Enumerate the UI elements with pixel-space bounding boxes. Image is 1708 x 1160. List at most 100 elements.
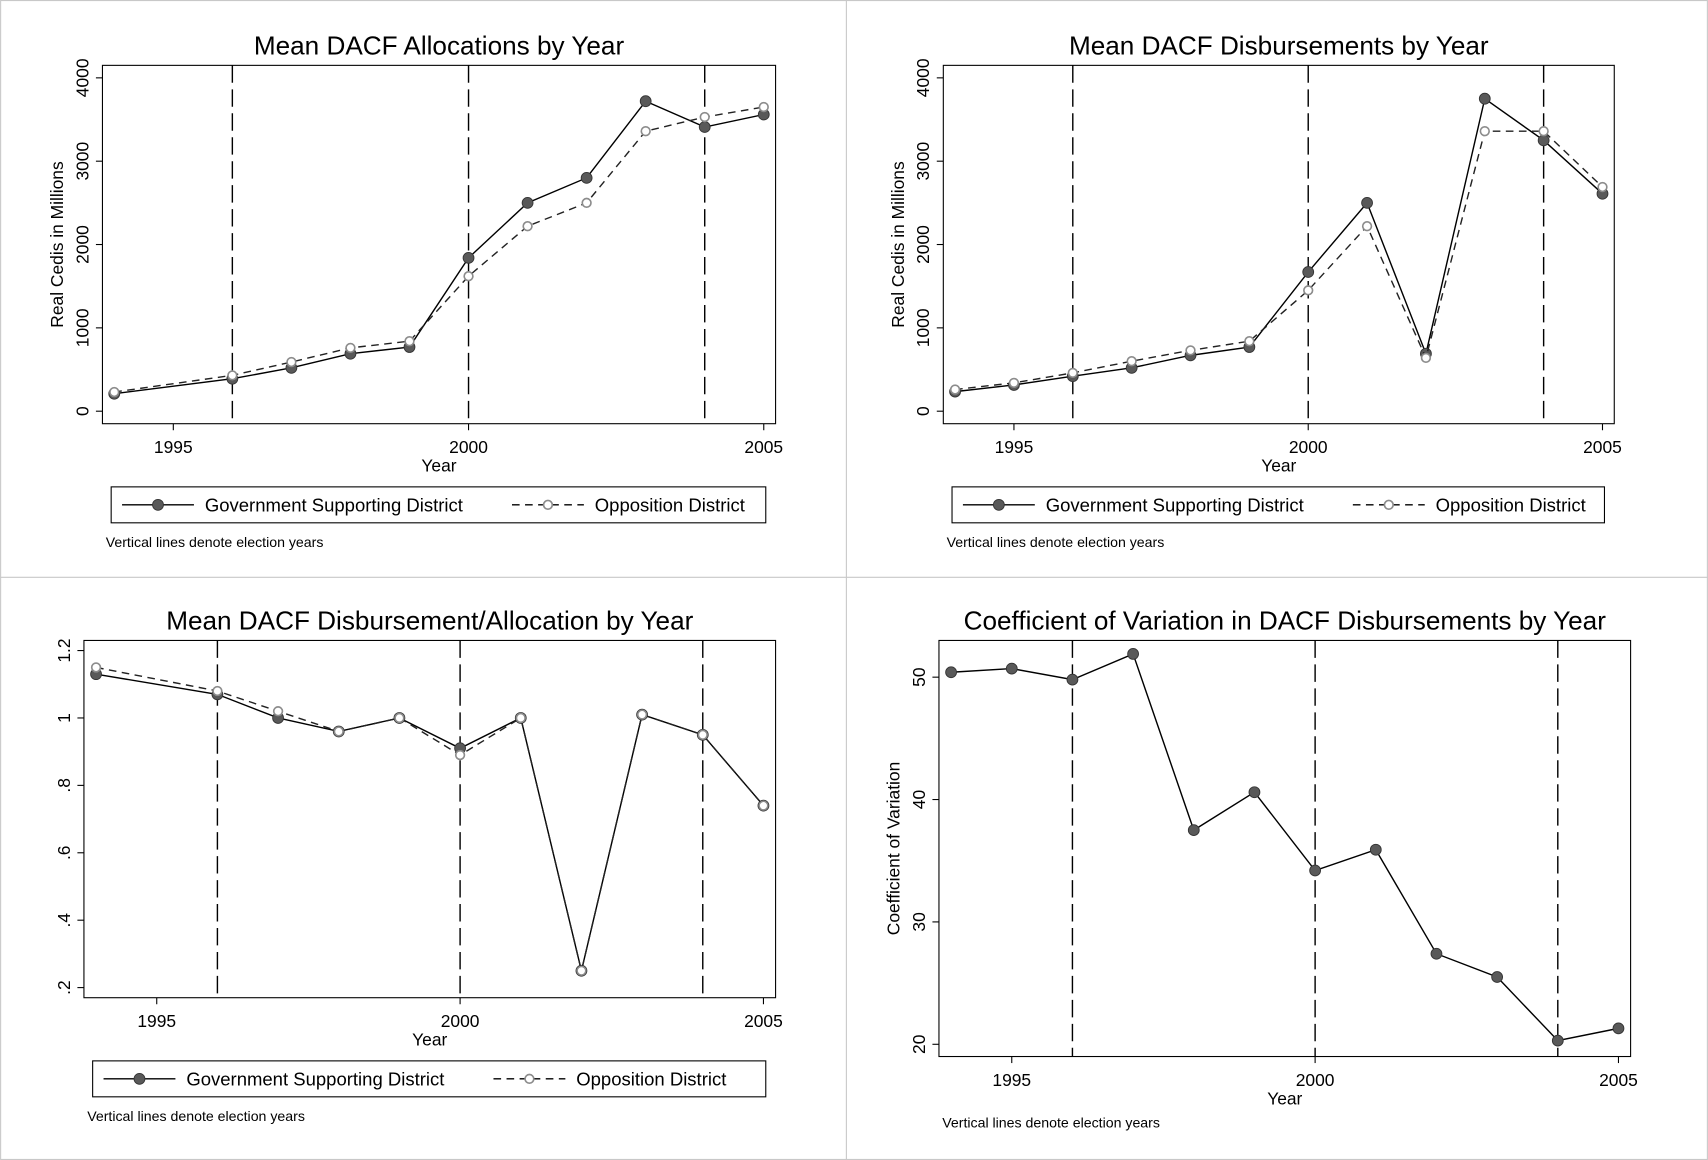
y-tick-label: 30 bbox=[909, 912, 929, 931]
legend-box bbox=[92, 1060, 767, 1098]
data-point bbox=[697, 729, 708, 740]
y-tick-label: 1000 bbox=[72, 308, 92, 347]
x-tick-label: 1995 bbox=[992, 1070, 1031, 1090]
legend-label: Government Supporting District bbox=[1046, 494, 1304, 515]
data-point bbox=[286, 356, 297, 368]
x-axis-title: Year bbox=[421, 456, 456, 476]
data-point bbox=[1187, 824, 1200, 837]
data-point bbox=[272, 706, 284, 717]
note: Vertical lines denote election years bbox=[942, 1114, 1160, 1130]
x-tick-label: 1995 bbox=[995, 437, 1034, 457]
data-point bbox=[1185, 345, 1196, 356]
x-axis-title: Year bbox=[1261, 456, 1296, 476]
x-tick-label: 2000 bbox=[449, 437, 488, 457]
panel: Mean DACF Allocations by Year Real Cedis … bbox=[47, 30, 783, 549]
y-tick-label: .2 bbox=[54, 980, 74, 995]
data-point bbox=[1302, 266, 1315, 278]
data-point bbox=[1430, 947, 1443, 960]
y-tick-label: 20 bbox=[909, 1035, 929, 1054]
legend-label: Government Supporting District bbox=[186, 1068, 444, 1089]
legend-label: Opposition District bbox=[595, 494, 745, 515]
y-tick-label: 4000 bbox=[72, 58, 92, 97]
chart-title: Mean DACF Disbursement/Allocation by Yea… bbox=[166, 606, 693, 636]
data-point bbox=[949, 384, 961, 395]
data-point bbox=[1066, 673, 1079, 686]
data-point bbox=[1005, 662, 1018, 675]
data-point bbox=[1551, 1034, 1564, 1047]
panel: Coefficient of Variation in DACF Disburs… bbox=[884, 606, 1638, 1131]
data-point bbox=[945, 666, 957, 679]
data-point bbox=[521, 196, 534, 209]
chart-title: Mean DACF Disbursements by Year bbox=[1069, 30, 1489, 60]
legend-marker bbox=[542, 499, 554, 511]
y-axis-title: Real Cedis in Millions bbox=[888, 161, 908, 328]
x-tick-label: 2000 bbox=[1296, 1070, 1335, 1090]
y-tick-label: .6 bbox=[54, 846, 74, 861]
y-tick-label: 3000 bbox=[72, 142, 92, 181]
panel: Mean DACF Disbursement/Allocation by Yea… bbox=[54, 606, 783, 1124]
data-point bbox=[227, 370, 238, 381]
x-tick-label: 2000 bbox=[1289, 437, 1328, 457]
chart-title: Coefficient of Variation in DACF Disburs… bbox=[964, 606, 1607, 636]
legend-marker bbox=[1383, 499, 1394, 511]
series-line bbox=[955, 97, 1603, 393]
data-point bbox=[515, 712, 526, 724]
data-point bbox=[345, 342, 356, 354]
data-point bbox=[581, 197, 592, 209]
y-tick-label: 2000 bbox=[913, 225, 933, 264]
data-point bbox=[1361, 221, 1373, 232]
series-line bbox=[951, 652, 1619, 1042]
legend-marker bbox=[133, 1072, 146, 1085]
data-point bbox=[1248, 786, 1261, 799]
y-tick-label: 4000 bbox=[913, 58, 933, 97]
data-point bbox=[109, 386, 120, 398]
data-point bbox=[1303, 285, 1314, 296]
y-tick-label: 1.2 bbox=[54, 638, 74, 662]
y-axis-title: Coefficient of Variation bbox=[884, 762, 904, 936]
data-point bbox=[1127, 648, 1139, 660]
data-point bbox=[698, 121, 711, 133]
legend-label: Opposition District bbox=[576, 1068, 726, 1089]
data-point bbox=[1597, 181, 1608, 193]
plot-area bbox=[83, 639, 777, 999]
data-point bbox=[1538, 126, 1549, 137]
data-point bbox=[394, 712, 405, 724]
note: Vertical lines denote election years bbox=[106, 534, 324, 550]
legend-label: Opposition District bbox=[1436, 494, 1586, 515]
data-point bbox=[212, 685, 223, 697]
y-tick-label: 1000 bbox=[913, 308, 933, 347]
data-point bbox=[699, 111, 710, 123]
data-point bbox=[1244, 336, 1255, 347]
data-point bbox=[1479, 126, 1490, 137]
legend-box bbox=[951, 486, 1606, 524]
data-point bbox=[580, 171, 593, 184]
data-point bbox=[639, 95, 652, 108]
data-point bbox=[90, 662, 102, 673]
data-point bbox=[333, 726, 344, 737]
legend-marker bbox=[524, 1073, 535, 1085]
data-point bbox=[1478, 92, 1491, 105]
x-tick-label: 1995 bbox=[137, 1011, 176, 1031]
data-point bbox=[1420, 352, 1432, 364]
chart-title: Mean DACF Allocations by Year bbox=[254, 30, 625, 60]
legend-marker bbox=[992, 498, 1005, 511]
series-line bbox=[955, 130, 1603, 391]
data-point bbox=[1067, 367, 1078, 379]
data-point bbox=[576, 965, 587, 976]
data-point bbox=[1008, 377, 1020, 389]
data-point bbox=[640, 126, 651, 137]
data-point bbox=[404, 336, 415, 347]
plot-area bbox=[938, 639, 1632, 1058]
x-tick-label: 2000 bbox=[441, 1011, 480, 1031]
panel: Mean DACF Disbursements by Year Real Cedi… bbox=[888, 30, 1622, 549]
data-point bbox=[462, 251, 475, 264]
x-axis-title: Year bbox=[412, 1030, 447, 1050]
data-point bbox=[1491, 971, 1504, 983]
data-point bbox=[1126, 356, 1137, 367]
data-point bbox=[758, 101, 769, 113]
y-tick-label: 50 bbox=[909, 667, 929, 686]
data-point bbox=[1612, 1022, 1625, 1035]
legend-marker bbox=[152, 498, 164, 511]
